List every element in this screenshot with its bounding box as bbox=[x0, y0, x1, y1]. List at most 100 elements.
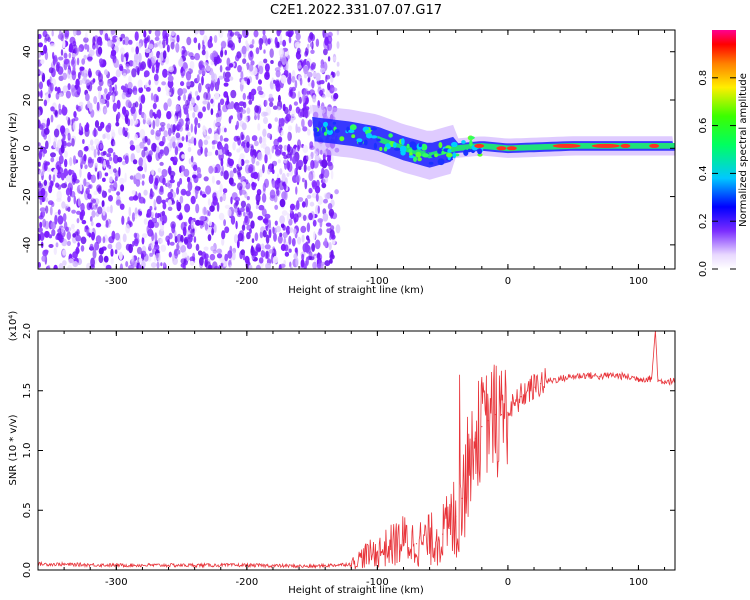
noise-speckle bbox=[162, 50, 167, 60]
noise-speckle bbox=[118, 166, 121, 177]
noise-speckle bbox=[108, 188, 112, 193]
noise-speckle bbox=[60, 172, 65, 181]
noise-speckle bbox=[219, 135, 223, 142]
noise-speckle bbox=[213, 59, 218, 66]
noise-speckle bbox=[84, 43, 88, 50]
noise-speckle bbox=[190, 228, 195, 238]
noise-speckle bbox=[119, 203, 125, 210]
noise-speckle bbox=[117, 111, 121, 120]
noise-speckle bbox=[314, 239, 321, 250]
noise-speckle bbox=[167, 191, 173, 199]
noise-speckle bbox=[166, 111, 172, 120]
noise-speckle bbox=[203, 92, 209, 101]
signal-peak bbox=[552, 143, 581, 148]
noise-speckle bbox=[258, 79, 262, 85]
noise-speckle bbox=[290, 266, 293, 269]
noise-speckle bbox=[146, 138, 151, 146]
noise-speckle bbox=[249, 44, 254, 49]
noise-speckle bbox=[67, 195, 71, 203]
noise-speckle bbox=[61, 201, 66, 209]
noise-speckle bbox=[242, 92, 246, 101]
noise-speckle bbox=[169, 241, 175, 246]
signal-peak bbox=[496, 146, 507, 151]
noise-speckle bbox=[151, 169, 155, 176]
noise-speckle bbox=[317, 230, 323, 236]
noise-speckle bbox=[125, 99, 131, 108]
noise-speckle bbox=[184, 238, 189, 245]
noise-speckle bbox=[151, 55, 157, 64]
noise-speckle bbox=[81, 219, 87, 225]
noise-speckle bbox=[336, 41, 340, 49]
noise-speckle bbox=[49, 82, 54, 92]
signal-blob bbox=[446, 152, 453, 158]
noise-speckle bbox=[134, 110, 138, 119]
noise-speckle bbox=[210, 98, 214, 104]
noise-speckle bbox=[310, 64, 316, 70]
noise-speckle bbox=[66, 69, 71, 79]
noise-speckle bbox=[138, 264, 141, 269]
signal-blob bbox=[373, 142, 377, 150]
noise-speckle bbox=[77, 149, 84, 158]
noise-speckle bbox=[307, 119, 313, 128]
noise-speckle bbox=[183, 93, 187, 102]
noise-speckle bbox=[115, 121, 120, 127]
noise-speckle bbox=[38, 33, 42, 40]
noise-speckle bbox=[136, 246, 143, 255]
noise-speckle bbox=[88, 184, 93, 189]
noise-speckle bbox=[87, 143, 91, 153]
snr-point bbox=[363, 555, 365, 557]
noise-speckle bbox=[180, 244, 187, 253]
x-tick-label: -100 bbox=[366, 577, 389, 588]
noise-speckle bbox=[53, 247, 57, 255]
noise-speckle bbox=[179, 165, 186, 172]
noise-speckle bbox=[232, 141, 236, 151]
noise-speckle bbox=[290, 30, 294, 35]
noise-speckle bbox=[304, 197, 309, 208]
noise-speckle bbox=[204, 147, 208, 158]
noise-speckle bbox=[159, 161, 164, 166]
noise-speckle bbox=[159, 122, 166, 127]
noise-speckle bbox=[72, 251, 78, 259]
noise-speckle bbox=[306, 194, 312, 199]
x-tick-label: -200 bbox=[236, 577, 259, 588]
noise-speckle bbox=[227, 152, 232, 157]
noise-speckle bbox=[156, 195, 162, 205]
noise-speckle bbox=[125, 69, 131, 74]
noise-speckle bbox=[38, 161, 41, 167]
noise-speckle bbox=[139, 141, 145, 149]
noise-speckle bbox=[93, 190, 98, 196]
signal-blob bbox=[408, 148, 413, 153]
noise-speckle bbox=[297, 197, 304, 202]
noise-speckle bbox=[294, 80, 298, 89]
snr-point bbox=[664, 380, 666, 382]
noise-speckle bbox=[253, 30, 259, 38]
noise-speckle bbox=[40, 89, 43, 99]
noise-speckle bbox=[216, 248, 222, 254]
colorbar-gradient bbox=[712, 30, 736, 269]
noise-speckle bbox=[39, 71, 44, 76]
noise-speckle bbox=[112, 102, 118, 113]
noise-speckle bbox=[283, 244, 289, 252]
noise-speckle bbox=[165, 235, 170, 243]
noise-speckle bbox=[147, 228, 154, 237]
noise-speckle bbox=[255, 161, 260, 166]
noise-speckle bbox=[40, 212, 43, 218]
noise-speckle bbox=[54, 214, 58, 225]
noise-speckle bbox=[279, 215, 285, 225]
noise-speckle bbox=[262, 34, 267, 44]
noise-speckle bbox=[149, 252, 154, 257]
noise-speckle bbox=[215, 117, 221, 124]
signal-blob bbox=[447, 148, 452, 153]
noise-speckle bbox=[305, 155, 309, 162]
noise-speckle bbox=[235, 105, 240, 113]
noise-speckle bbox=[96, 184, 102, 192]
noise-speckle bbox=[148, 174, 154, 185]
noise-speckle bbox=[207, 86, 211, 94]
noise-speckle bbox=[327, 203, 333, 210]
noise-speckle bbox=[282, 232, 288, 238]
noise-speckle bbox=[165, 91, 172, 97]
snr-point bbox=[455, 515, 457, 517]
noise-speckle bbox=[167, 206, 173, 211]
noise-speckle bbox=[151, 65, 155, 74]
noise-speckle bbox=[180, 258, 187, 264]
